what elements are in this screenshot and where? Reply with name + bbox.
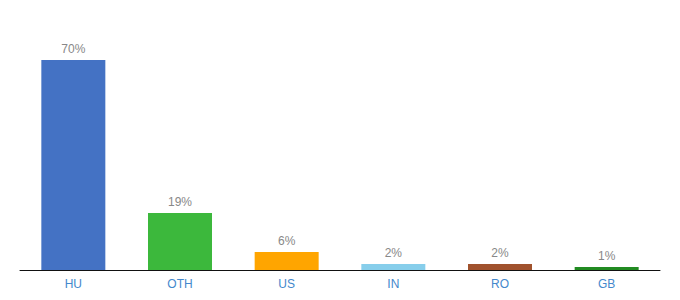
svg-text:70%: 70%	[61, 42, 85, 56]
svg-text:2%: 2%	[385, 246, 403, 260]
svg-text:OTH: OTH	[167, 277, 192, 291]
svg-text:HU: HU	[65, 277, 82, 291]
svg-text:19%: 19%	[168, 195, 192, 209]
svg-text:US: US	[278, 277, 295, 291]
svg-text:GB: GB	[598, 277, 615, 291]
svg-text:1%: 1%	[598, 249, 616, 263]
svg-text:RO: RO	[491, 277, 509, 291]
svg-text:2%: 2%	[491, 246, 509, 260]
svg-text:6%: 6%	[278, 234, 296, 248]
svg-text:IN: IN	[387, 277, 399, 291]
